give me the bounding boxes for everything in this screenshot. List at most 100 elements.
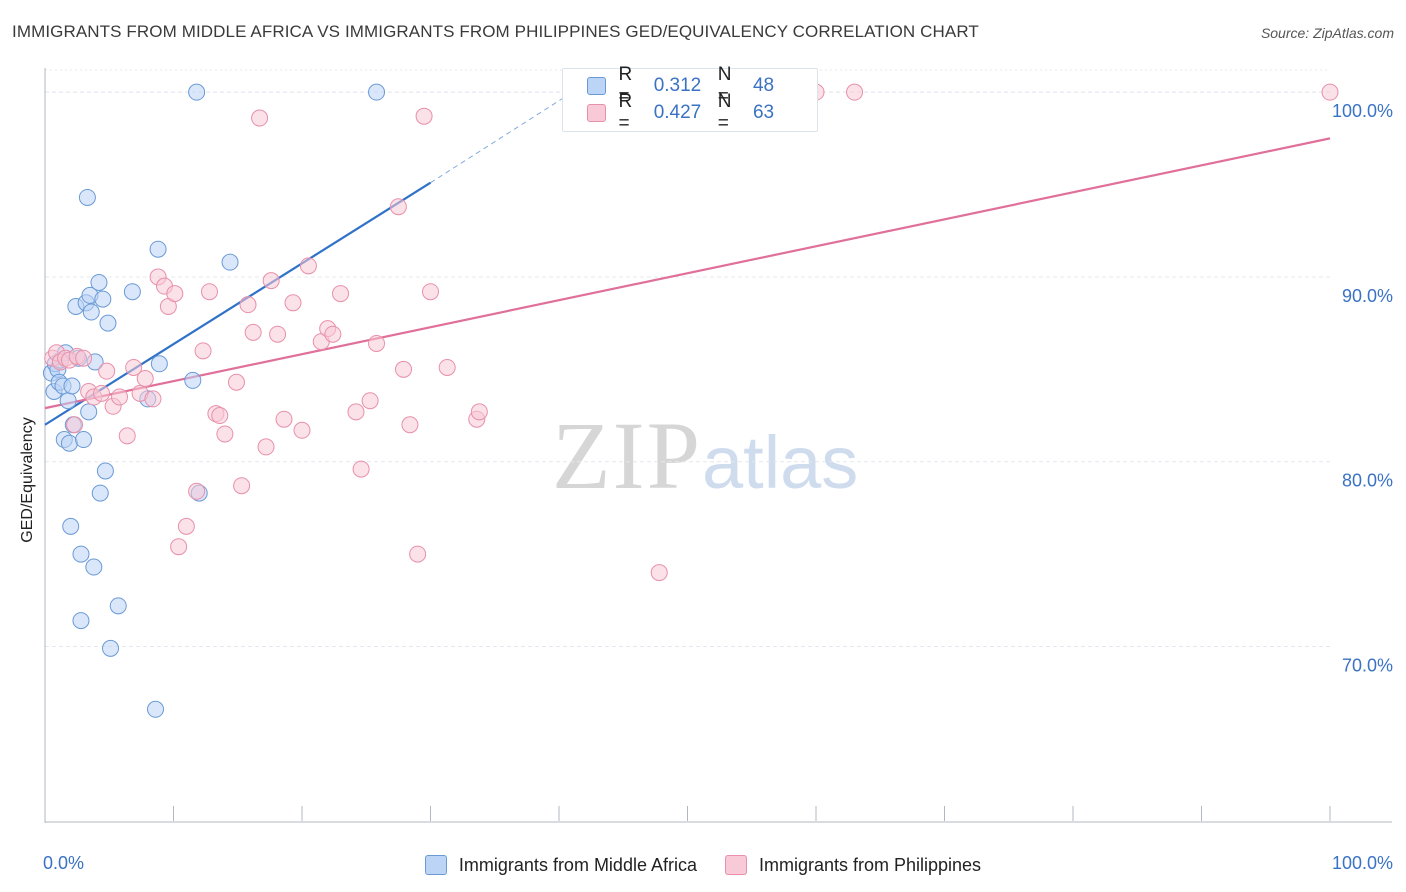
point-middle-africa [188, 83, 206, 101]
legend-swatch-pink [587, 104, 607, 122]
point-philippines [227, 373, 245, 391]
point-middle-africa [99, 314, 117, 332]
point-philippines [66, 416, 84, 434]
y-tick-label: 100.0% [1332, 101, 1393, 121]
point-philippines [111, 388, 129, 406]
legend-swatch-blue [424, 855, 447, 875]
point-philippines [275, 410, 293, 428]
point-philippines [216, 425, 234, 443]
point-philippines [136, 370, 154, 388]
point-philippines [324, 325, 342, 343]
point-philippines [233, 477, 251, 495]
point-philippines [200, 283, 218, 301]
point-middle-africa [90, 273, 108, 291]
point-middle-africa [62, 517, 80, 535]
x-tick-label-min: 0.0% [43, 853, 85, 873]
legend-label: Immigrants from Middle Africa [458, 854, 697, 875]
point-middle-africa [59, 392, 77, 410]
point-philippines [166, 285, 184, 303]
source-credit: Source: ZipAtlas.com [1260, 25, 1394, 41]
point-philippines [347, 403, 365, 421]
point-middle-africa [94, 290, 112, 308]
point-middle-africa [60, 434, 78, 452]
point-philippines [470, 403, 488, 421]
point-middle-africa [109, 597, 127, 615]
point-middle-africa [91, 484, 109, 502]
data-points [42, 83, 1339, 718]
point-philippines [269, 325, 287, 343]
point-philippines [650, 564, 668, 582]
r-value: 0.427 [653, 102, 702, 123]
watermark-zip: ZIP [552, 402, 702, 509]
point-philippines [361, 392, 379, 410]
point-middle-africa [221, 253, 239, 271]
grid-lines [45, 69, 1330, 647]
point-philippines [1321, 83, 1339, 101]
legend-swatch-pink [724, 855, 747, 875]
trend-extension-middle-africa [430, 88, 579, 184]
point-philippines [118, 427, 136, 445]
legend-row-philippines: R = 0.427 N = 63 [587, 91, 817, 134]
point-philippines [188, 482, 206, 500]
point-middle-africa [147, 700, 165, 718]
point-philippines [170, 538, 188, 556]
point-middle-africa [368, 83, 386, 101]
y-tick-label: 90.0% [1342, 286, 1393, 306]
n-value: 63 [752, 102, 775, 123]
point-philippines [251, 109, 269, 127]
watermark: ZIPatlas [552, 400, 858, 511]
r-label: R = [618, 91, 633, 134]
n-label: N = [717, 64, 732, 107]
point-philippines [415, 107, 433, 125]
point-philippines [75, 349, 93, 367]
trend-line-middle-africa [44, 181, 432, 426]
x-tick-label-max: 100.0% [1331, 853, 1393, 873]
point-philippines [389, 198, 407, 216]
point-middle-africa [75, 431, 93, 449]
series-legend: Immigrants from Middle Africa Immigrants… [0, 852, 1406, 878]
chart-title: IMMIGRANTS FROM MIDDLE AFRICA VS IMMIGRA… [12, 22, 979, 41]
point-philippines [299, 257, 317, 275]
point-middle-africa [96, 462, 114, 480]
point-philippines [239, 296, 257, 314]
point-middle-africa [78, 188, 96, 206]
point-philippines [401, 416, 419, 434]
point-middle-africa [72, 545, 90, 563]
trend-lines [44, 88, 1331, 426]
y-axis-label-wrap: GED/Equivalency [8, 380, 48, 580]
y-tick-label: 80.0% [1342, 471, 1393, 491]
point-philippines [409, 545, 427, 563]
correlation-legend: R = 0.312 N = 48 R = 0.427 N = 63 [562, 64, 818, 134]
legend-swatch-blue [587, 77, 607, 95]
point-philippines [194, 342, 212, 360]
axes [44, 68, 1392, 823]
n-value: 48 [752, 75, 775, 96]
point-middle-africa [149, 240, 167, 258]
point-middle-africa [123, 283, 141, 301]
y-tick-labels: 70.0% 80.0% 90.0% 100.0% [1332, 101, 1393, 675]
point-philippines [262, 272, 280, 290]
point-philippines [144, 390, 162, 408]
point-middle-africa [150, 355, 168, 373]
point-philippines [257, 438, 275, 456]
legend-item-philippines: Immigrants from Philippines [724, 855, 981, 876]
point-philippines [244, 323, 262, 341]
point-philippines [125, 358, 143, 376]
point-philippines [98, 362, 116, 380]
point-middle-africa [82, 303, 100, 321]
y-tick-label: 70.0% [1342, 655, 1393, 675]
point-philippines [177, 517, 195, 535]
point-middle-africa [63, 377, 81, 395]
point-philippines [352, 460, 370, 478]
point-philippines [93, 384, 111, 402]
point-philippines [284, 294, 302, 312]
trend-line-philippines [44, 137, 1331, 410]
point-philippines [422, 283, 439, 301]
n-label: N = [717, 91, 732, 134]
point-middle-africa [72, 612, 90, 630]
point-middle-africa [85, 558, 103, 576]
legend-item-middle-africa: Immigrants from Middle Africa [424, 854, 697, 876]
r-value: 0.312 [653, 75, 702, 96]
r-label: R = [618, 64, 633, 107]
